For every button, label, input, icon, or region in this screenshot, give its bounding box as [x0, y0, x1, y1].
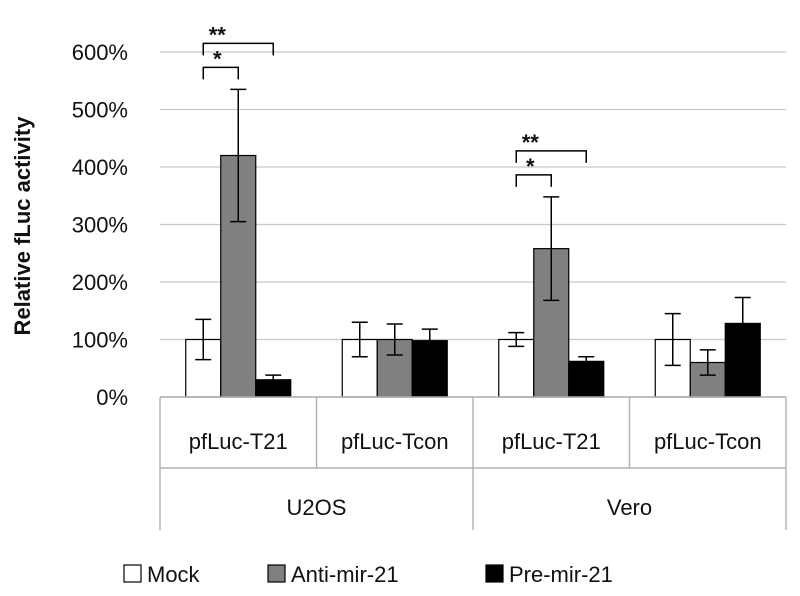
significance-label: ** [522, 130, 540, 155]
y-axis-ticks: 0% 100% 200% 300% 400% 500% 600% [72, 40, 128, 410]
significance-label: * [526, 154, 535, 179]
x-group-label: Vero [607, 495, 652, 520]
significance-brackets: ****** [202, 22, 587, 187]
x-tick-label: pfLuc-T21 [189, 429, 288, 454]
significance-bracket [515, 174, 552, 187]
legend-swatch [267, 564, 286, 583]
x-tick-label: pfLuc-Tcon [654, 429, 762, 454]
y-tick-label: 600% [72, 40, 128, 65]
legend-swatch [485, 564, 504, 583]
grid-lines [160, 51, 786, 398]
y-tick-label: 100% [72, 328, 128, 353]
legend: Mock Anti-mir-21 Pre-mir-21 [123, 562, 613, 587]
y-axis-title: Relative fLuc activity [10, 116, 35, 336]
bars [185, 154, 761, 398]
significance-bracket [202, 42, 274, 56]
y-tick-label: 200% [72, 270, 128, 295]
x-group-label: U2OS [287, 495, 347, 520]
error-bars [195, 88, 751, 386]
y-tick-label: 500% [72, 98, 128, 123]
bar-mock [498, 338, 535, 398]
significance-bracket [202, 66, 239, 80]
significance-label: * [213, 46, 222, 71]
legend-label: Mock [147, 562, 201, 587]
bar-pre-mir-21 [724, 322, 761, 398]
legend-label: Pre-mir-21 [509, 562, 613, 587]
legend-swatch [123, 564, 142, 583]
y-tick-label: 400% [72, 155, 128, 180]
significance-bracket [515, 150, 587, 163]
x-tick-label: pfLuc-T21 [502, 429, 601, 454]
y-tick-label: 300% [72, 213, 128, 238]
y-tick-label: 0% [96, 385, 128, 410]
bar-pre-mir-21 [568, 360, 605, 398]
significance-label: ** [209, 22, 227, 47]
legend-label: Anti-mir-21 [291, 562, 399, 587]
x-axis: pfLuc-T21 pfLuc-Tcon pfLuc-T21 pfLuc-Tcon U2… [159, 396, 787, 530]
x-tick-label: pfLuc-Tcon [341, 429, 449, 454]
